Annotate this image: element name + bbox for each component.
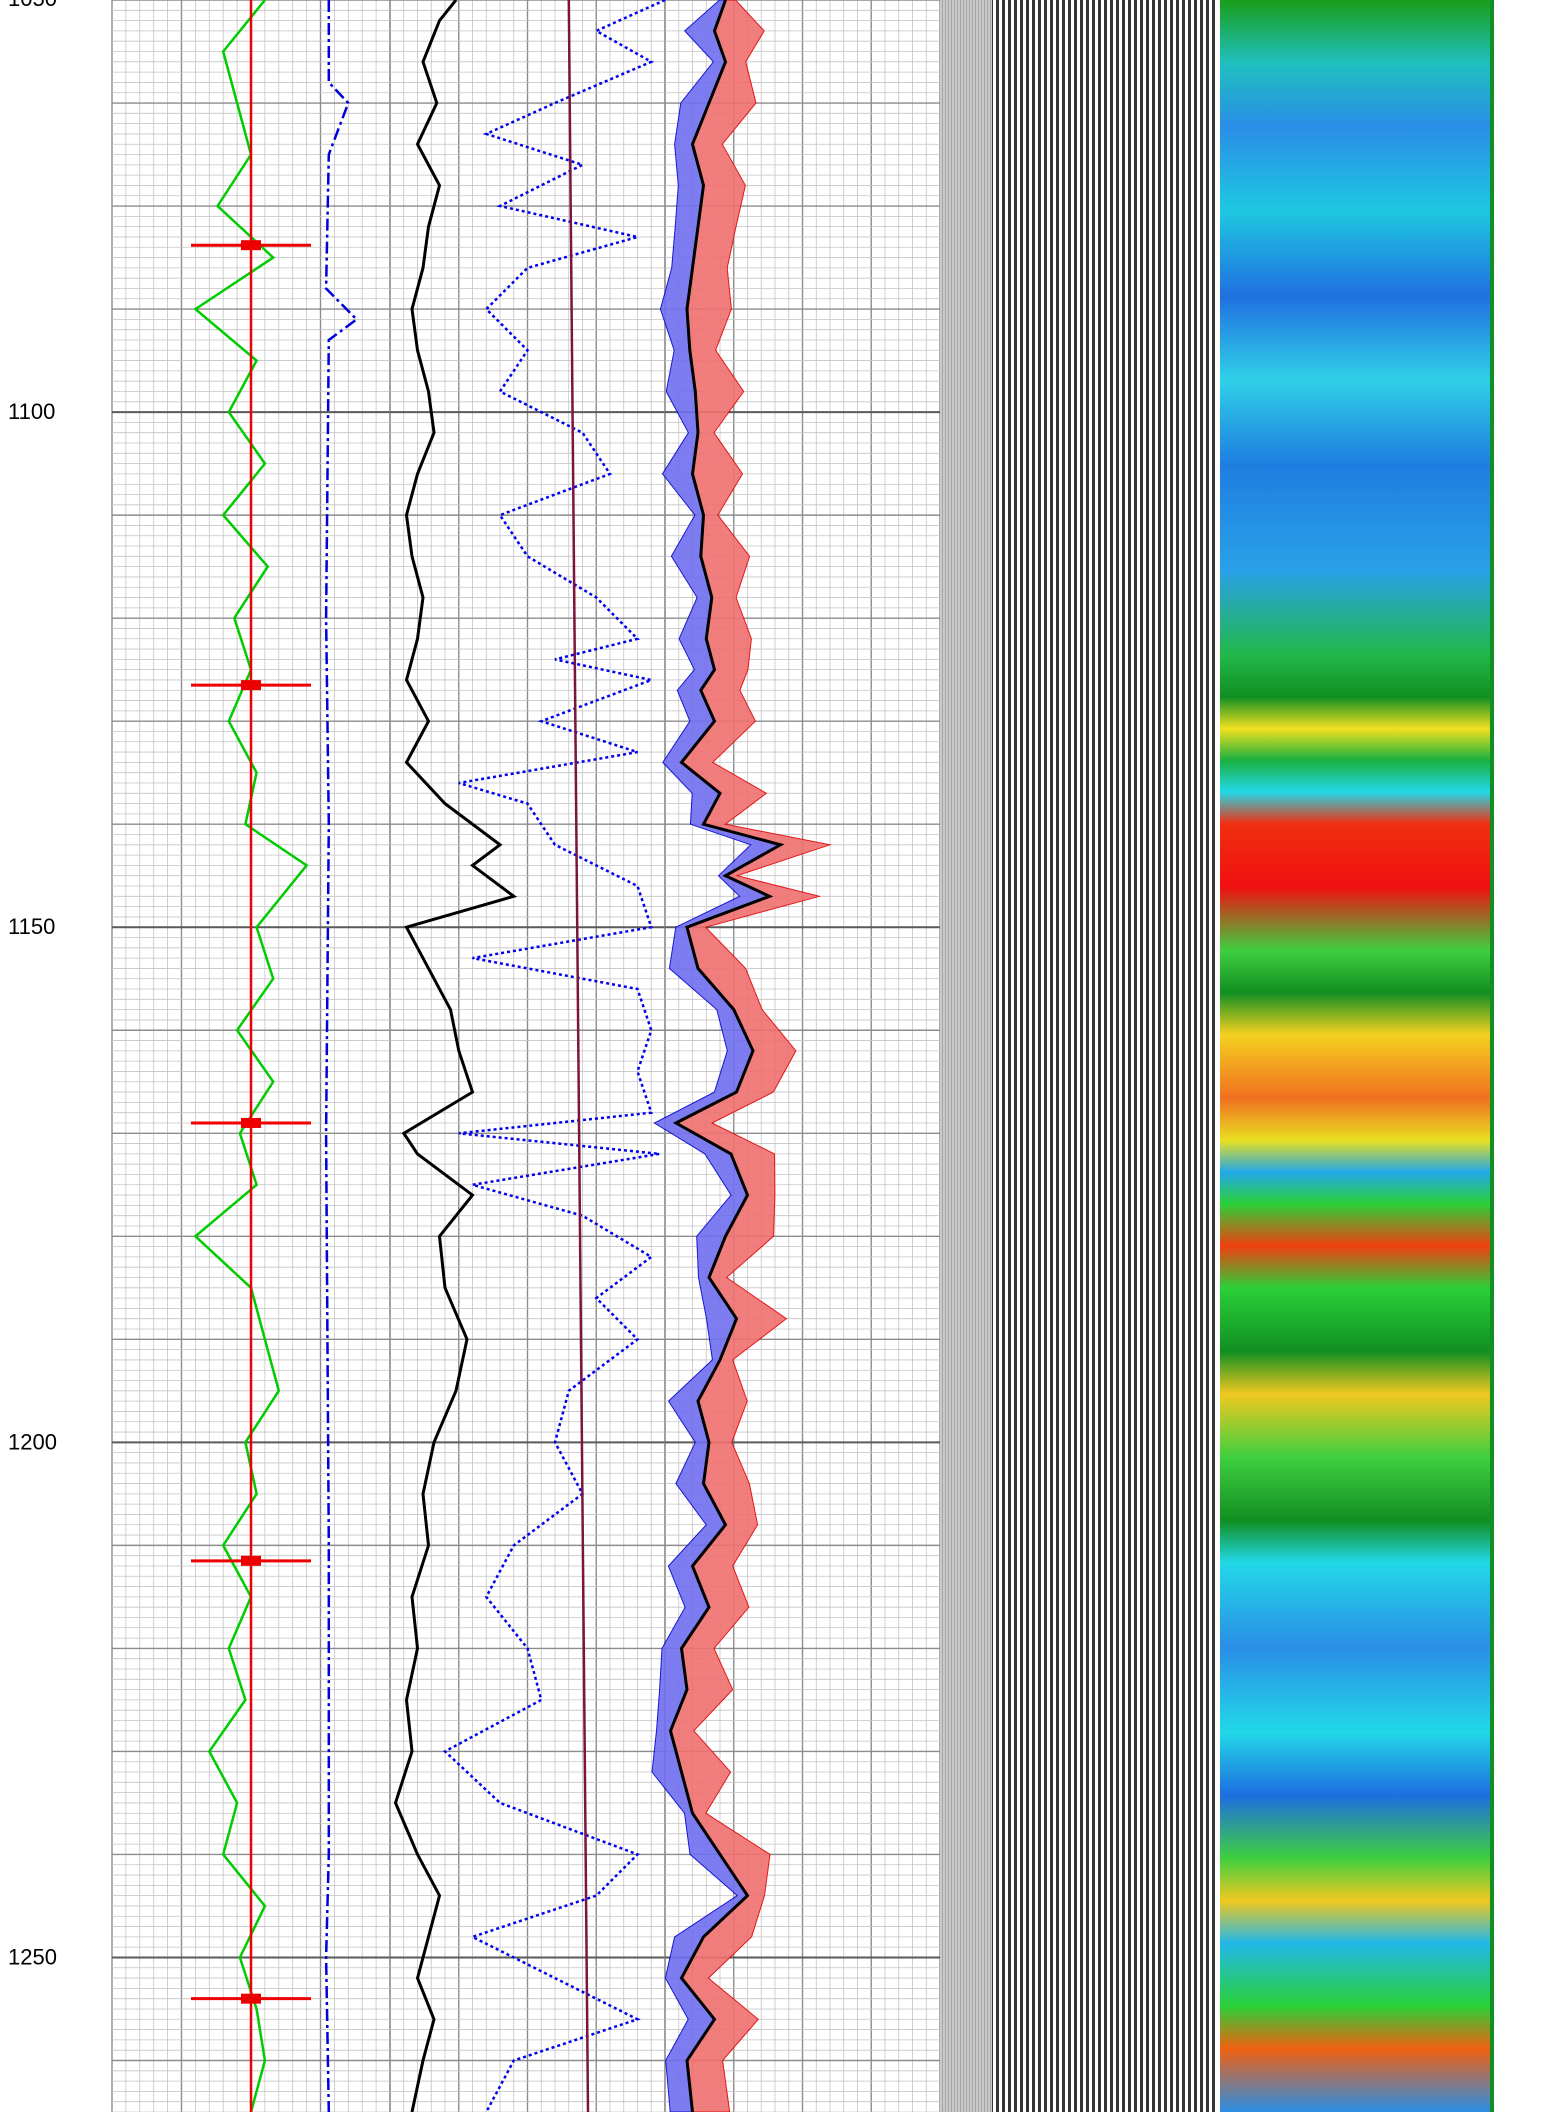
depth-label-top: 1050 (8, 0, 57, 11)
maroon-curve (567, 0, 590, 2112)
heatmap-image (1220, 0, 1492, 2112)
depth-label: 1250 (8, 1944, 57, 1969)
grid-lines (111, 0, 941, 2112)
waveform-wiggle-area (992, 0, 1218, 2112)
depth-labels: 1100 1150 1200 1250 1050 (8, 0, 57, 1969)
waveform-track (940, 0, 1218, 2112)
image-track (1220, 0, 1494, 2112)
red-spike-marker-center (241, 1555, 261, 1566)
black-center-curve (668, 0, 785, 2112)
depth-label: 1150 (8, 914, 55, 939)
heatmap-right-edge (1490, 0, 1494, 2112)
red-spike-marker-center (241, 1117, 261, 1128)
blue-dotted-curve (442, 0, 666, 2112)
waveform-gray-band (940, 0, 992, 2112)
depth-label: 1200 (8, 1429, 57, 1454)
red-spike-marker-center (241, 1993, 261, 2004)
red-spike-marker-center (241, 240, 261, 251)
red-spike-marker-center (241, 680, 261, 691)
blue-dashdot-curve (324, 0, 359, 2112)
green-curve (193, 0, 309, 2112)
depth-label: 1100 (8, 399, 55, 424)
black-curve (393, 0, 518, 2112)
log-curves (191, 0, 785, 2112)
